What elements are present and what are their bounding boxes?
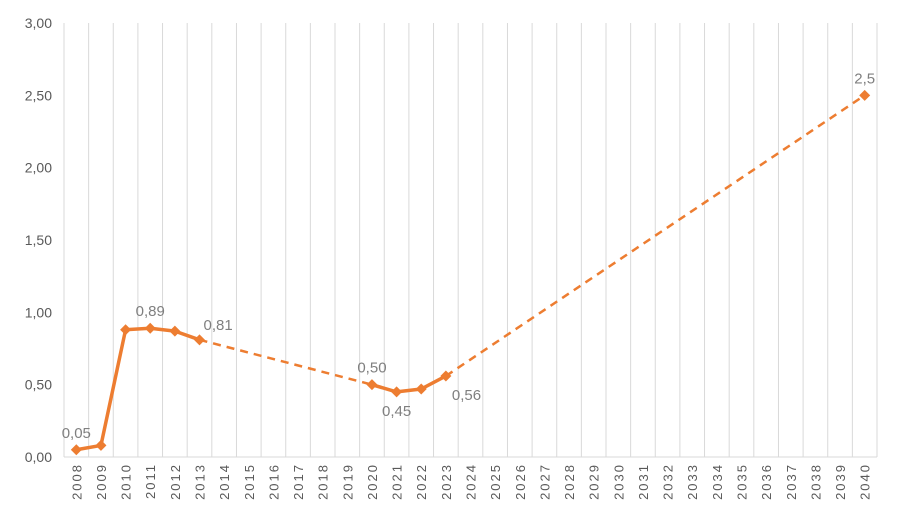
data-markers	[70, 89, 871, 456]
x-tick-label: 2016	[266, 463, 281, 500]
y-tick-label: 3,00	[25, 15, 52, 31]
y-axis-ticks: 0,00 0,50 1,00 1,50 2,00 2,50 3,00	[25, 15, 52, 465]
x-tick-label: 2037	[784, 463, 799, 500]
data-point	[120, 324, 132, 336]
x-tick-label: 2023	[439, 463, 454, 500]
x-tick-label: 2028	[562, 463, 577, 500]
x-tick-label: 2013	[193, 463, 208, 500]
x-tick-label: 2018	[316, 463, 331, 500]
x-tick-label: 2011	[143, 463, 158, 499]
x-tick-label: 2009	[94, 463, 109, 500]
data-point	[440, 370, 452, 382]
data-point	[366, 379, 378, 391]
series-lines	[76, 94, 866, 452]
x-tick-label: 2022	[414, 463, 429, 500]
y-tick-label: 0,50	[25, 377, 52, 393]
x-tick-label: 2030	[611, 463, 626, 500]
data-point	[144, 322, 156, 334]
x-tick-label: 2026	[513, 463, 528, 500]
data-label: 0,89	[136, 303, 165, 320]
x-tick-label: 2036	[759, 463, 774, 500]
x-tick-label: 2032	[661, 463, 676, 500]
data-labels: 0,05 0,89 0,81 0,50 0,45 0,56 2,5	[62, 70, 875, 441]
data-point	[95, 439, 107, 451]
data-point	[169, 325, 181, 337]
x-tick-label: 2034	[710, 463, 725, 500]
x-tick-label: 2033	[685, 463, 700, 500]
x-tick-label: 2020	[365, 463, 380, 500]
y-tick-label: 2,50	[25, 87, 52, 103]
x-tick-label: 2008	[69, 463, 84, 500]
x-tick-label: 2040	[858, 463, 873, 500]
x-tick-label: 2021	[390, 463, 405, 500]
x-tick-label: 2017	[291, 463, 306, 500]
x-tick-label: 2038	[808, 463, 823, 500]
x-tick-label: 2035	[735, 463, 750, 500]
data-label: 2,5	[854, 70, 875, 87]
data-point	[415, 383, 427, 395]
x-tick-label: 2014	[217, 463, 232, 500]
x-tick-label: 2029	[587, 463, 602, 500]
y-tick-label: 1,00	[25, 304, 52, 320]
y-tick-label: 2,00	[25, 160, 52, 176]
x-tick-label: 2010	[119, 463, 134, 500]
series-line-dashed	[445, 94, 866, 378]
x-tick-label: 2027	[537, 463, 552, 500]
data-point	[70, 444, 82, 456]
data-label: 0,05	[62, 425, 91, 442]
y-tick-label: 0,00	[25, 449, 52, 465]
x-tick-label: 2024	[464, 463, 479, 500]
data-point	[391, 386, 403, 398]
x-axis-ticks: 2008 2009 2010 2011 2012 2013 2014 2015 2016 2017…	[69, 463, 872, 500]
x-tick-label: 2019	[340, 463, 355, 500]
y-tick-label: 1,50	[25, 232, 52, 248]
x-tick-label: 2012	[168, 463, 183, 500]
data-label: 0,45	[382, 403, 411, 420]
data-label: 0,81	[204, 317, 233, 334]
x-tick-label: 2015	[242, 463, 257, 500]
data-label: 0,50	[357, 360, 386, 377]
data-point	[194, 334, 205, 346]
series-line-solid	[371, 374, 447, 394]
x-tick-label: 2031	[636, 463, 651, 500]
data-point	[859, 89, 871, 101]
gridlines	[63, 23, 878, 457]
series-line-dashed	[199, 338, 373, 386]
x-tick-label: 2025	[488, 463, 503, 500]
x-tick-label: 2039	[833, 463, 848, 500]
data-label: 0,56	[452, 387, 481, 404]
